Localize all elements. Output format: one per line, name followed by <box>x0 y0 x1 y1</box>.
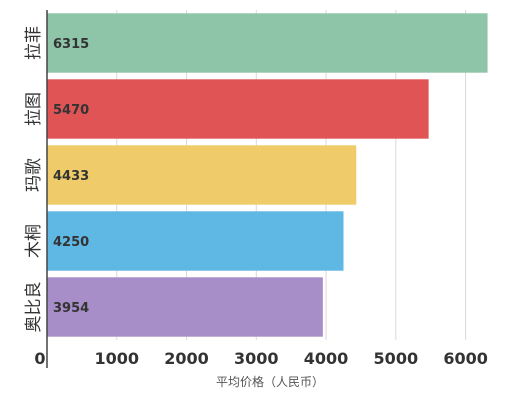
bar-4 <box>47 211 344 271</box>
x-axis-title: 平均价格（人民币） <box>216 374 324 389</box>
bar-3 <box>47 145 357 205</box>
value-label-1: 6315 <box>53 37 89 52</box>
category-label-5: 奥比良 <box>24 282 44 333</box>
value-labels: 6315 5470 4433 4250 3954 <box>53 37 89 316</box>
bar-5 <box>47 277 323 337</box>
x-tick-label-4000: 4000 <box>304 349 349 368</box>
category-label-2: 拉图 <box>24 92 44 126</box>
x-tick-labels: 0 1000 2000 3000 4000 5000 6000 <box>34 349 487 368</box>
x-tick-label-0: 0 <box>34 349 45 368</box>
x-tick-label-6000: 6000 <box>443 349 488 368</box>
x-tick-label-1000: 1000 <box>94 349 139 368</box>
value-label-4: 4250 <box>53 235 89 250</box>
x-tick-label-5000: 5000 <box>374 349 419 368</box>
value-label-5: 3954 <box>53 301 89 316</box>
category-label-3: 玛歌 <box>24 158 44 192</box>
value-label-3: 4433 <box>53 169 89 184</box>
category-label-4: 木桐 <box>24 224 44 258</box>
x-tick-label-3000: 3000 <box>234 349 279 368</box>
bar-2 <box>47 79 429 139</box>
bars <box>47 13 488 337</box>
value-label-2: 5470 <box>53 103 89 118</box>
x-tick-label-2000: 2000 <box>164 349 209 368</box>
bar-1 <box>47 13 488 73</box>
category-label-1: 拉菲 <box>24 26 44 60</box>
